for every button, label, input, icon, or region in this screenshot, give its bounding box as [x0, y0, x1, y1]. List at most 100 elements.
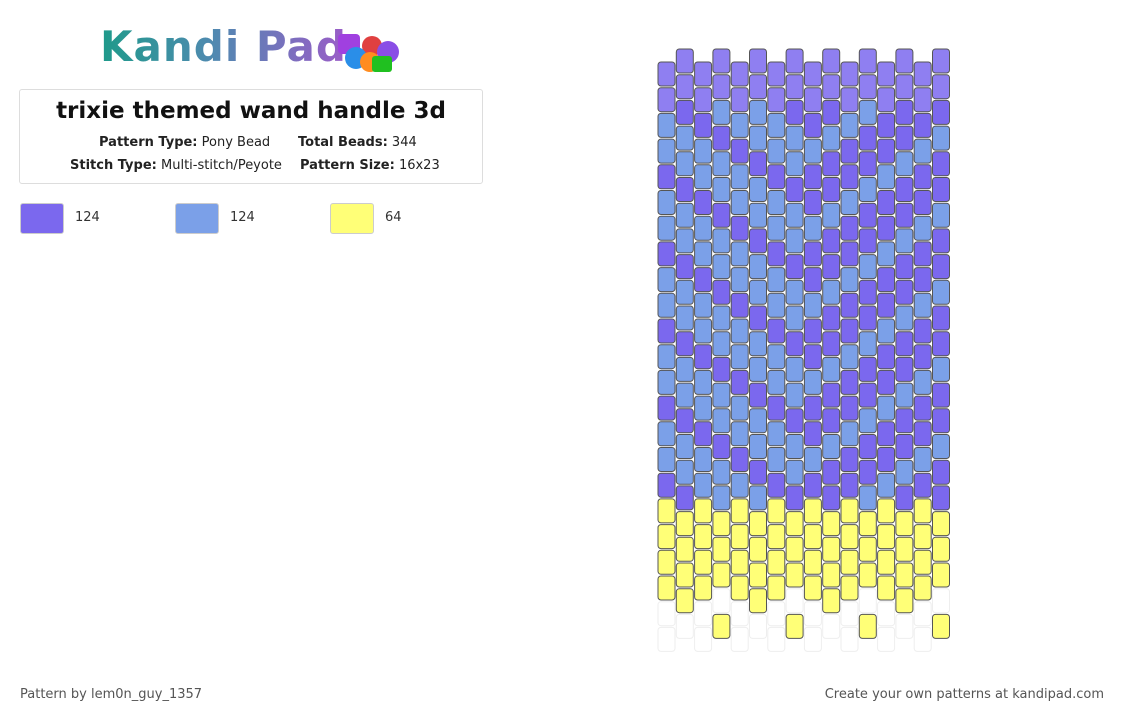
- bead: [730, 215, 749, 241]
- bead: [822, 125, 841, 151]
- bead: [675, 254, 694, 280]
- bead: [712, 254, 731, 280]
- bead: [675, 202, 694, 228]
- bead: [895, 151, 914, 177]
- bead: [657, 601, 676, 627]
- bead: [785, 459, 804, 485]
- bead: [932, 48, 950, 74]
- bead: [840, 190, 859, 215]
- bead: [840, 241, 859, 267]
- bead: [822, 511, 841, 537]
- bead: [694, 601, 713, 627]
- bead: [694, 112, 713, 138]
- bead: [749, 254, 767, 280]
- bead: [785, 151, 804, 177]
- bead: [803, 138, 822, 164]
- bead: [895, 434, 914, 459]
- bead: [932, 305, 950, 331]
- bead: [675, 279, 694, 305]
- bead: [767, 292, 786, 318]
- bead: [712, 588, 731, 614]
- bead: [749, 99, 767, 125]
- bead: [730, 447, 749, 472]
- pattern-title: trixie themed wand handle 3d: [56, 98, 446, 124]
- bead: [785, 305, 804, 331]
- bead: [785, 125, 804, 151]
- bead: [895, 279, 914, 305]
- bead: [803, 601, 822, 627]
- bead: [712, 434, 731, 459]
- bead: [858, 434, 877, 459]
- bead: [657, 575, 676, 601]
- bead: [749, 356, 767, 382]
- color-swatch: [175, 203, 219, 234]
- bead: [840, 549, 859, 575]
- bead: [767, 626, 786, 652]
- bead: [785, 48, 804, 74]
- bead: [730, 164, 749, 190]
- bead: [749, 279, 767, 305]
- bead: [694, 626, 713, 652]
- bead: [749, 305, 767, 331]
- bead: [749, 202, 767, 228]
- logo[interactable]: Kandi Pad: [100, 22, 347, 71]
- bead: [822, 588, 841, 614]
- bead: [877, 524, 896, 550]
- bead: [730, 61, 749, 87]
- bead: [932, 99, 950, 125]
- bead: [803, 369, 822, 395]
- bead: [712, 331, 731, 357]
- bead: [749, 588, 767, 614]
- bead: [712, 485, 731, 511]
- color-count: 64: [385, 210, 402, 225]
- bead: [913, 472, 932, 498]
- bead: [767, 395, 786, 421]
- bead: [675, 613, 694, 639]
- bead: [895, 48, 914, 74]
- bead: [913, 498, 932, 524]
- bead: [730, 421, 749, 447]
- bead: [694, 447, 713, 472]
- bead: [877, 267, 896, 293]
- bead: [694, 138, 713, 164]
- bead: [694, 292, 713, 318]
- bead: [730, 241, 749, 267]
- bead: [877, 369, 896, 395]
- bead: [675, 536, 694, 562]
- cta[interactable]: Create your own patterns at kandipad.com: [824, 687, 1104, 702]
- bead: [657, 190, 676, 215]
- bead: [913, 549, 932, 575]
- bead: [694, 575, 713, 601]
- bead: [877, 344, 896, 370]
- bead: [657, 241, 676, 267]
- bead: [877, 421, 896, 447]
- bead: [840, 524, 859, 550]
- pattern-size: Pattern Size: 16x23: [300, 158, 440, 173]
- bead: [694, 318, 713, 344]
- bead: [675, 356, 694, 382]
- bead: [895, 459, 914, 485]
- label: Pattern Size:: [300, 158, 395, 173]
- bead: [803, 549, 822, 575]
- bead: [749, 408, 767, 434]
- bead: [822, 459, 841, 485]
- bead: [785, 254, 804, 280]
- bead: [913, 164, 932, 190]
- bead: [822, 485, 841, 511]
- bead: [858, 485, 877, 511]
- bead: [858, 254, 877, 280]
- bead: [932, 74, 950, 100]
- bead: [932, 536, 950, 562]
- bead: [694, 472, 713, 498]
- bead: [712, 562, 731, 588]
- bead: [822, 254, 841, 280]
- bead: [895, 125, 914, 151]
- bead: [858, 99, 877, 125]
- bead: [675, 305, 694, 331]
- bead: [840, 61, 859, 87]
- bead: [803, 61, 822, 87]
- bead: [803, 524, 822, 550]
- bead: [895, 177, 914, 202]
- bead: [712, 382, 731, 408]
- bead: [932, 562, 950, 588]
